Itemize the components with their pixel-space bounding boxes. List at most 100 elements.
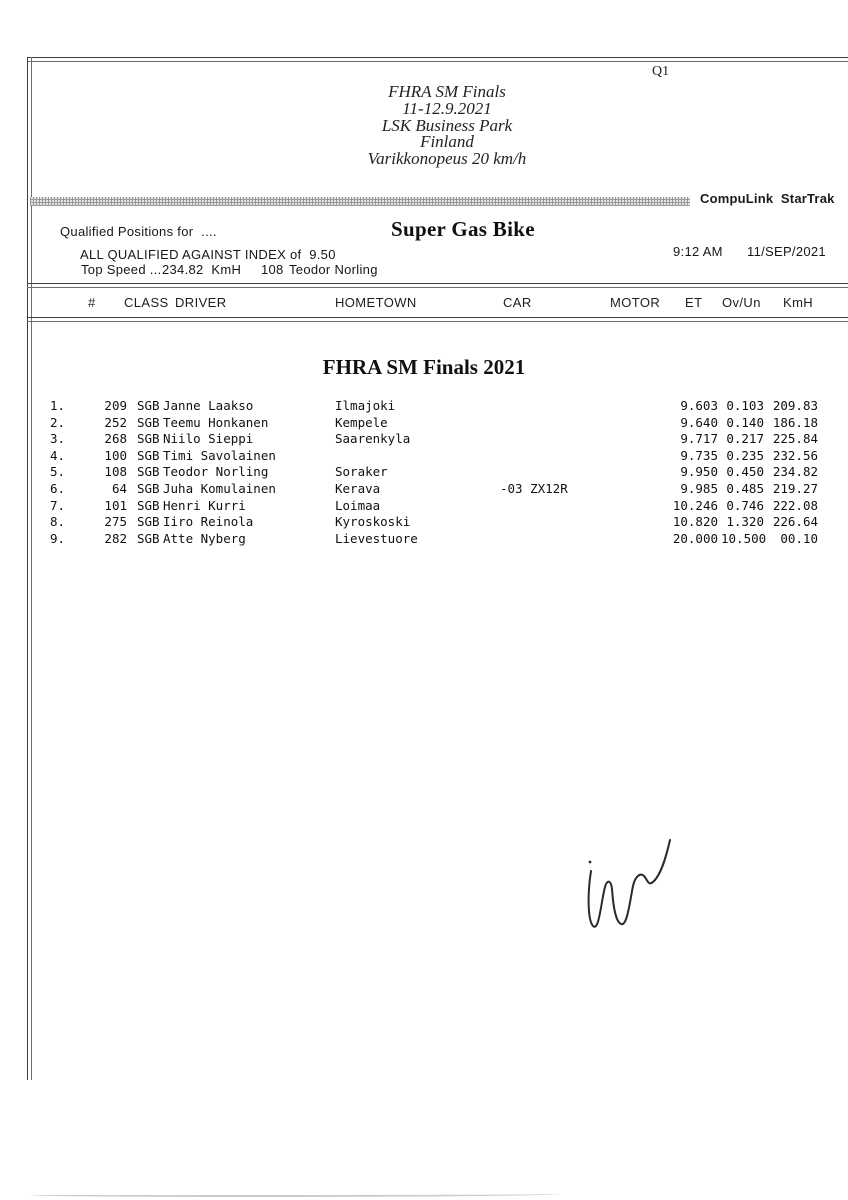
table-row: 8. 275 SGB Iiro Reinola Kyroskoski 10.82… xyxy=(0,515,848,532)
cell-et: 9.735 xyxy=(680,447,718,463)
cell-hometown: Kerava xyxy=(335,480,381,496)
table-row: 1. 209 SGB Janne Laakso Ilmajoki 9.603 0… xyxy=(0,399,848,416)
cell-kmh: 186.18 xyxy=(772,414,818,430)
cell-driver: Henri Kurri xyxy=(163,497,246,513)
event-name: FHRA SM Finals xyxy=(388,82,506,101)
cell-driver: Juha Komulainen xyxy=(163,480,276,496)
cell-driver: Teodor Norling xyxy=(163,464,269,480)
col-et: ET xyxy=(685,295,703,310)
event-country: Finland xyxy=(420,132,474,152)
cell-hometown: Soraker xyxy=(335,464,388,480)
cell-ovun: 1.320 xyxy=(726,514,764,530)
table-row: 5. 108 SGB Teodor Norling Soraker 9.950 … xyxy=(0,465,848,482)
col-car: CAR xyxy=(503,295,532,310)
cell-hometown: Lievestuore xyxy=(335,530,418,546)
cell-hometown: Saarenkyla xyxy=(335,431,411,447)
cell-kmh: 209.83 xyxy=(772,398,818,413)
cell-number: 275 xyxy=(104,514,127,530)
cell-hometown: Kyroskoski xyxy=(335,514,411,530)
cell-rank: 8. xyxy=(50,514,66,530)
cell-rank: 5. xyxy=(50,464,66,480)
cell-class: SGB xyxy=(137,514,160,530)
cell-rank: 9. xyxy=(50,530,66,546)
cell-driver: Janne Laakso xyxy=(163,398,254,413)
col-number: # xyxy=(88,295,96,310)
cell-class: SGB xyxy=(137,497,160,513)
cell-rank: 4. xyxy=(50,447,66,463)
cell-class: SGB xyxy=(137,447,160,463)
cell-kmh: 222.08 xyxy=(772,497,818,513)
cell-et: 9.950 xyxy=(680,464,718,480)
cell-class: SGB xyxy=(137,480,160,496)
cell-driver: Iiro Reinola xyxy=(163,514,254,530)
results-table: 1. 209 SGB Janne Laakso Ilmajoki 9.603 0… xyxy=(0,399,848,548)
cell-ovun: 0.235 xyxy=(726,447,764,463)
cell-ovun: 0.217 xyxy=(726,431,764,447)
cell-et: 9.640 xyxy=(680,414,718,430)
col-ovun: Ov/Un xyxy=(722,295,761,310)
col-class: CLASS xyxy=(124,295,169,310)
halftone-separator xyxy=(30,197,690,206)
top-speed-holder-number: 108 xyxy=(261,262,284,277)
page-left-rule xyxy=(27,57,32,1080)
qualified-positions-label: Qualified Positions for .... xyxy=(60,224,217,239)
cell-class: SGB xyxy=(137,464,160,480)
table-row: 6. 64 SGB Juha Komulainen Kerava -03 ZX1… xyxy=(0,480,848,499)
cell-rank: 2. xyxy=(50,414,66,430)
cell-number: 209 xyxy=(104,398,127,413)
cell-ovun: 0.746 xyxy=(726,497,764,513)
cell-et: 9.985 xyxy=(680,480,718,496)
cell-kmh: 234.82 xyxy=(772,464,818,480)
results-title: FHRA SM Finals 2021 xyxy=(322,355,526,379)
table-row: 4. 100 SGB Timi Savolainen 9.735 0.235 2… xyxy=(0,447,848,466)
cell-number: 108 xyxy=(104,464,127,480)
col-hometown: HOMETOWN xyxy=(335,295,417,310)
cell-rank: 3. xyxy=(50,431,66,447)
index-line: ALL QUALIFIED AGAINST INDEX of 9.50 xyxy=(80,247,336,262)
cell-ovun: 0.450 xyxy=(726,464,764,480)
cell-et: 9.717 xyxy=(680,431,718,447)
cell-number: 100 xyxy=(104,447,127,463)
event-paddock-speed: Varikkonopeus 20 km/h xyxy=(367,149,527,169)
col-kmh: KmH xyxy=(783,295,814,310)
cell-car: -03 ZX12R xyxy=(500,480,568,496)
cell-number: 64 xyxy=(111,480,127,496)
cell-ovun: 0.103 xyxy=(726,398,764,413)
header-top-rule xyxy=(27,283,848,288)
cell-class: SGB xyxy=(137,398,160,413)
cell-driver: Teemu Honkanen xyxy=(163,414,269,430)
cell-kmh: 00.10 xyxy=(780,530,818,546)
cell-class: SGB xyxy=(137,530,160,546)
signature xyxy=(587,839,671,928)
print-date: 11/SEP/2021 xyxy=(747,244,826,259)
results-column-header: # CLASS DRIVER HOMETOWN CAR MOTOR ET Ov/… xyxy=(0,295,848,311)
event-venue: LSK Business Park xyxy=(381,115,513,135)
timing-brand: CompuLink StarTrak xyxy=(700,191,835,206)
col-motor: MOTOR xyxy=(610,295,661,310)
col-driver: DRIVER xyxy=(175,295,227,310)
cell-rank: 6. xyxy=(50,480,66,496)
cell-number: 268 xyxy=(104,431,127,447)
cell-kmh: 232.56 xyxy=(772,447,818,463)
cell-et: 10.246 xyxy=(672,497,718,513)
page-top-rule xyxy=(27,57,848,62)
cell-rank: 1. xyxy=(50,398,66,413)
cell-driver: Atte Nyberg xyxy=(163,530,246,546)
category-title: Super Gas Bike xyxy=(391,217,535,241)
table-row: 2. 252 SGB Teemu Honkanen Kempele 9.640 … xyxy=(0,414,848,433)
cell-et: 10.820 xyxy=(672,514,718,530)
session-code: Q1 xyxy=(652,64,670,79)
table-row: 9. 282 SGB Atte Nyberg Lievestuore 20.00… xyxy=(0,530,848,549)
print-time: 9:12 AM xyxy=(673,244,723,259)
cell-class: SGB xyxy=(137,414,160,430)
cell-et: 20.000 xyxy=(672,530,718,546)
cell-hometown: Kempele xyxy=(335,414,388,430)
event-header: FHRA SM Finals 11-12.9.2021 LSK Business… xyxy=(147,82,747,169)
cell-number: 252 xyxy=(104,414,127,430)
cell-ovun: 0.140 xyxy=(726,414,764,430)
cell-kmh: 226.64 xyxy=(772,514,818,530)
cell-number: 101 xyxy=(104,497,127,513)
header-bottom-rule xyxy=(27,317,848,322)
top-speed-value: 234.82 KmH xyxy=(162,262,242,277)
